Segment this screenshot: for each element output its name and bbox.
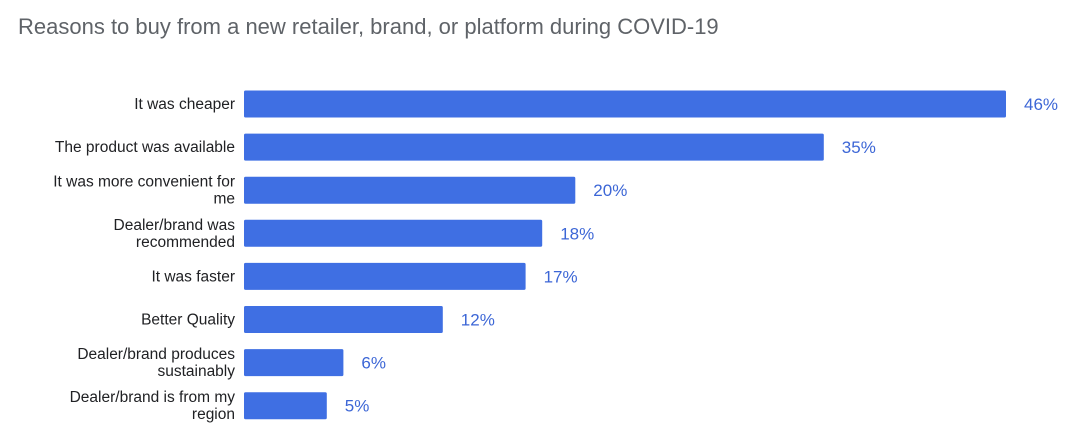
chart-title: Reasons to buy from a new retailer, bran… [18, 14, 719, 39]
value-label-1: 46% [1024, 95, 1058, 114]
bar-1 [244, 90, 1006, 118]
category-label-2-line-1: The product was available [55, 139, 235, 156]
value-label-6: 12% [461, 311, 495, 330]
value-label-3: 20% [593, 181, 627, 200]
value-label-5: 17% [544, 267, 578, 286]
category-label-1-line-1: It was cheaper [134, 96, 235, 113]
bars-group: It was cheaper 46% The product was availab… [53, 90, 1058, 423]
value-label-2: 35% [842, 138, 876, 157]
bar-3 [244, 176, 576, 204]
bar-2 [244, 133, 824, 161]
category-label-4-line-2: recommended [136, 234, 235, 251]
category-label-7-line-2: sustainably [157, 363, 235, 380]
bar-4 [244, 219, 543, 247]
category-label-3-line-2: me [213, 191, 235, 208]
bar-5 [244, 262, 526, 290]
category-label-8-line-1: Dealer/brand is from my [70, 389, 236, 406]
category-label-8-line-2: region [192, 406, 235, 423]
category-label-3-line-1: It was more convenient for [53, 174, 235, 191]
category-label-6-line-1: Better Quality [141, 312, 235, 329]
value-label-7: 6% [361, 354, 386, 373]
bar-8 [244, 392, 327, 420]
category-label-5-line-1: It was faster [151, 268, 235, 285]
value-label-8: 5% [345, 397, 370, 416]
bar-7 [244, 349, 344, 377]
bar-6 [244, 306, 443, 333]
value-label-4: 18% [560, 224, 594, 243]
category-label-4-line-1: Dealer/brand was [114, 217, 236, 234]
category-label-7-line-1: Dealer/brand produces [77, 346, 235, 363]
